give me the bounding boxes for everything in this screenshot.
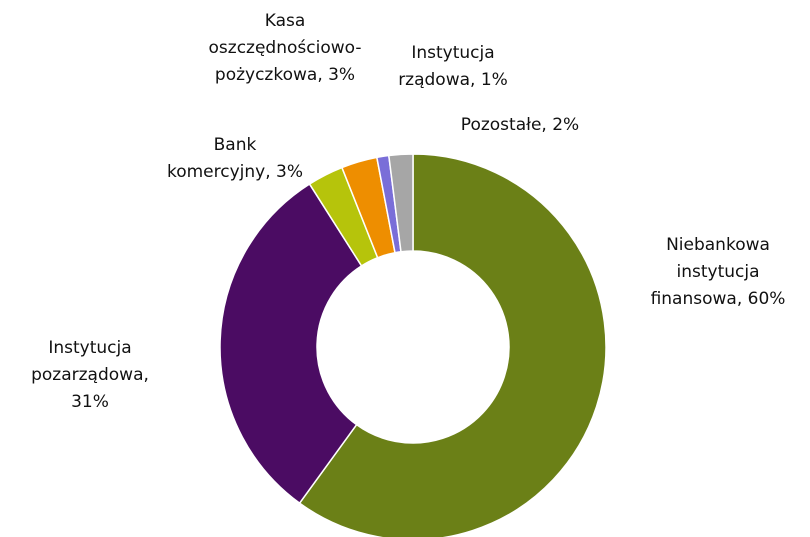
slice-label: Kasa oszczędnościowo-pożyczkowa, 3% bbox=[208, 11, 362, 85]
donut-slice bbox=[387, 153, 414, 253]
slice-label: Instytucja rządowa, 1% bbox=[398, 43, 508, 90]
donut-slice bbox=[298, 153, 607, 537]
slice-label: Instytucja pozarządowa, 31% bbox=[31, 338, 149, 412]
slice-label: Niebankowa instytucja finansowa, 60% bbox=[650, 235, 786, 309]
slice-label: Pozostałe, 2% bbox=[460, 115, 580, 135]
donut-slice bbox=[219, 183, 363, 505]
slice-label: Bank komercyjny, 3% bbox=[166, 135, 304, 182]
